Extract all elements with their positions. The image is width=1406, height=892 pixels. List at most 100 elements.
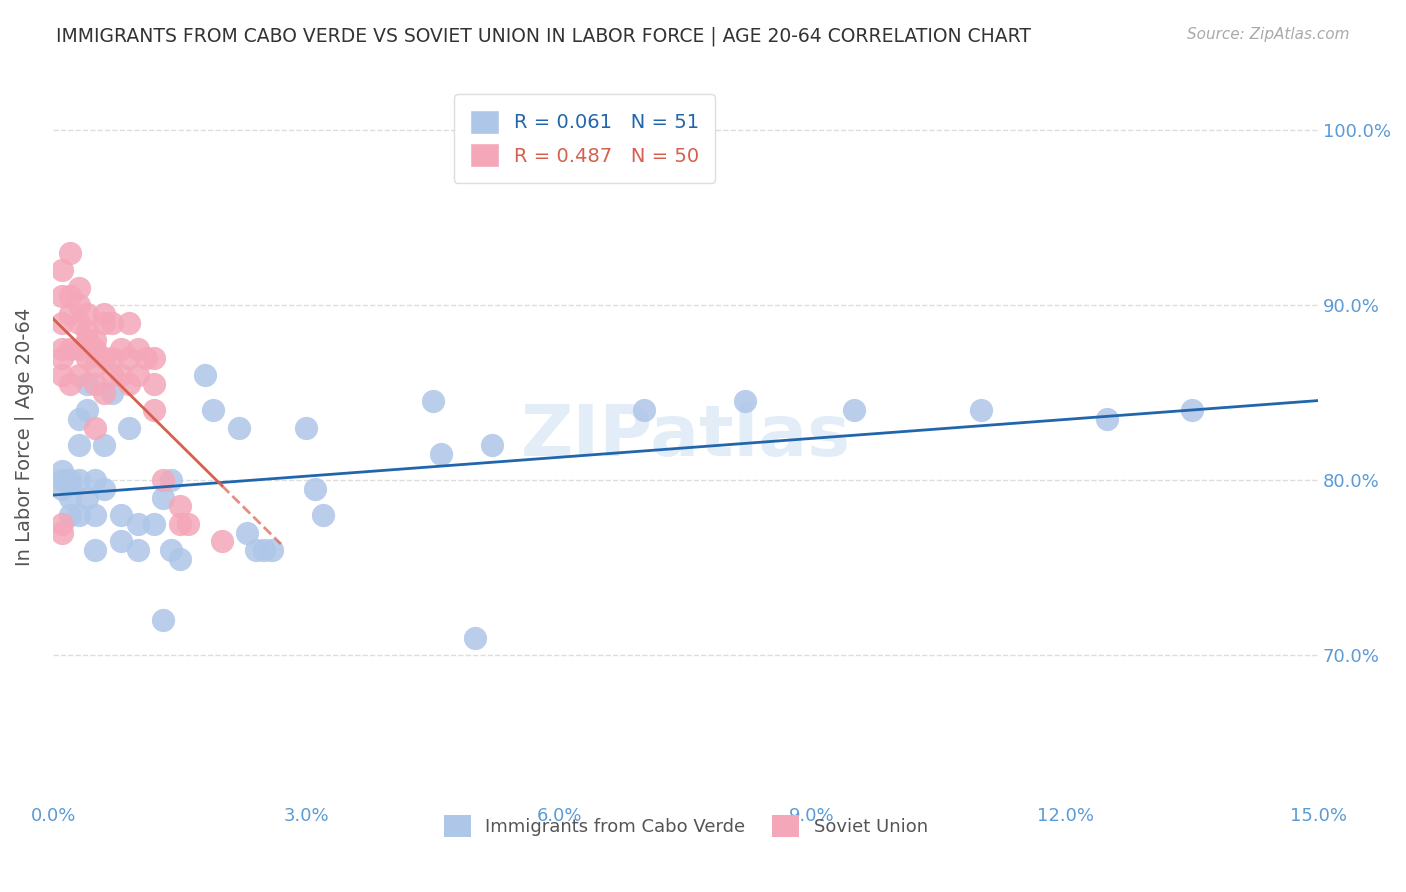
Point	[84, 508, 107, 523]
Point	[110, 368, 132, 383]
Point	[67, 508, 90, 523]
Point	[93, 316, 115, 330]
Point	[236, 525, 259, 540]
Text: ZIPatlas: ZIPatlas	[520, 402, 851, 471]
Point	[51, 263, 73, 277]
Point	[143, 351, 166, 365]
Point	[67, 438, 90, 452]
Point	[127, 543, 149, 558]
Point	[59, 508, 82, 523]
Point	[51, 351, 73, 365]
Point	[127, 516, 149, 531]
Point	[202, 403, 225, 417]
Point	[67, 316, 90, 330]
Point	[93, 307, 115, 321]
Point	[118, 420, 141, 434]
Point	[253, 543, 276, 558]
Point	[76, 351, 98, 365]
Point	[59, 476, 82, 491]
Point	[194, 368, 217, 383]
Point	[143, 376, 166, 391]
Point	[169, 500, 191, 514]
Point	[312, 508, 335, 523]
Point	[1097, 412, 1119, 426]
Point	[160, 543, 183, 558]
Point	[211, 534, 233, 549]
Point	[59, 245, 82, 260]
Point	[228, 420, 250, 434]
Point	[51, 316, 73, 330]
Point	[118, 351, 141, 365]
Point	[84, 333, 107, 347]
Point	[51, 482, 73, 496]
Point	[84, 342, 107, 356]
Point	[169, 516, 191, 531]
Point	[970, 403, 993, 417]
Point	[51, 473, 73, 487]
Point	[844, 403, 866, 417]
Point	[76, 307, 98, 321]
Point	[118, 316, 141, 330]
Point	[101, 316, 124, 330]
Point	[51, 289, 73, 303]
Point	[262, 543, 284, 558]
Point	[304, 482, 326, 496]
Point	[152, 613, 174, 627]
Point	[76, 324, 98, 338]
Point	[76, 333, 98, 347]
Point	[143, 403, 166, 417]
Point	[143, 516, 166, 531]
Point	[76, 403, 98, 417]
Text: Source: ZipAtlas.com: Source: ZipAtlas.com	[1187, 27, 1350, 42]
Point	[110, 534, 132, 549]
Point	[93, 438, 115, 452]
Point	[135, 351, 157, 365]
Point	[422, 394, 444, 409]
Point	[76, 491, 98, 505]
Point	[110, 508, 132, 523]
Point	[118, 376, 141, 391]
Point	[464, 631, 486, 645]
Point	[84, 376, 107, 391]
Point	[93, 482, 115, 496]
Point	[84, 473, 107, 487]
Point	[481, 438, 503, 452]
Point	[84, 359, 107, 374]
Point	[67, 412, 90, 426]
Point	[51, 465, 73, 479]
Point	[101, 351, 124, 365]
Text: IMMIGRANTS FROM CABO VERDE VS SOVIET UNION IN LABOR FORCE | AGE 20-64 CORRELATIO: IMMIGRANTS FROM CABO VERDE VS SOVIET UNI…	[56, 27, 1031, 46]
Point	[295, 420, 318, 434]
Point	[84, 543, 107, 558]
Y-axis label: In Labor Force | Age 20-64: In Labor Force | Age 20-64	[15, 308, 35, 566]
Point	[67, 368, 90, 383]
Point	[169, 552, 191, 566]
Point	[101, 368, 124, 383]
Point	[127, 342, 149, 356]
Point	[1181, 403, 1204, 417]
Point	[177, 516, 200, 531]
Point	[67, 473, 90, 487]
Point	[93, 351, 115, 365]
Point	[67, 280, 90, 294]
Point	[59, 473, 82, 487]
Point	[245, 543, 267, 558]
Point	[51, 342, 73, 356]
Point	[76, 376, 98, 391]
Point	[51, 525, 73, 540]
Point	[59, 289, 82, 303]
Point	[160, 473, 183, 487]
Point	[59, 376, 82, 391]
Point	[59, 307, 82, 321]
Point	[734, 394, 756, 409]
Point	[59, 342, 82, 356]
Legend: Immigrants from Cabo Verde, Soviet Union: Immigrants from Cabo Verde, Soviet Union	[436, 807, 935, 844]
Point	[51, 368, 73, 383]
Point	[110, 342, 132, 356]
Point	[67, 342, 90, 356]
Point	[152, 491, 174, 505]
Point	[67, 298, 90, 312]
Point	[59, 491, 82, 505]
Point	[430, 447, 453, 461]
Point	[84, 420, 107, 434]
